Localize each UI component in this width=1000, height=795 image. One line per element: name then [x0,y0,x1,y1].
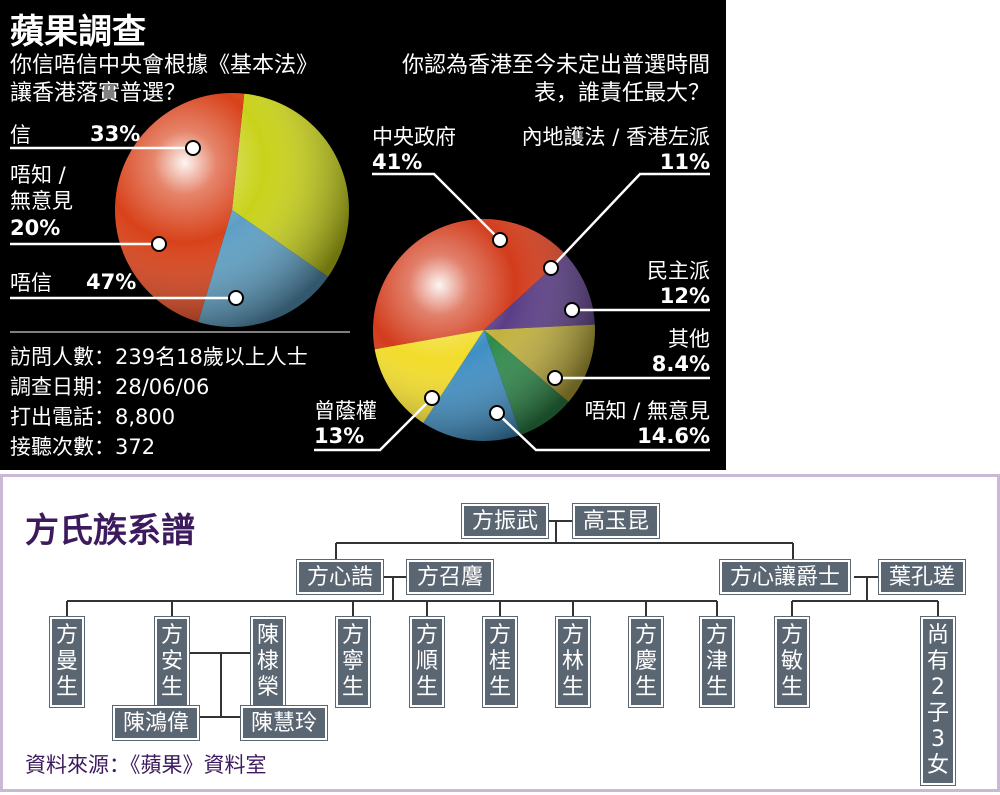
family-tree-lines [66,520,939,718]
member-son-2-wife: 葉孔瑳 [877,559,967,595]
pie2-label-tsang: 曾蔭權 [314,399,377,423]
pie-outline [371,217,597,443]
member-grandchild-spouse: 陳棣榮 [250,616,286,708]
member-patriarch-wife: 高玉昆 [571,503,661,539]
pie1-value-disbelieve: 47% [86,270,137,294]
member-grandchild: 方曼生 [49,616,85,708]
label-dot [424,390,440,406]
member-son-1: 方心誥 [295,559,385,595]
pie2-label-central-gov: 中央政府 [372,125,456,149]
pie2-value-unsure: 14.6% [637,424,710,448]
pie2-label-others: 其他 [668,327,710,351]
member-grandchild: 方敏生 [774,616,810,708]
leader-line [314,397,433,452]
member-son-2: 方心讓爵士 [718,559,852,595]
member-great-grandchild: 陳鴻偉 [111,705,201,741]
member-grandchild: 方順生 [409,616,445,708]
pie1-value-unsure: 20% [10,216,61,240]
label-dot [564,302,580,318]
label-dot [547,370,563,386]
source-note: 資料來源：《蘋果》資料室 [25,753,267,777]
pie2-value-tsang: 13% [314,424,365,448]
pie-outline [113,91,351,329]
stat-date: 調查日期：28/06/06 [10,375,210,399]
member-grandchild: 方寧生 [335,616,371,708]
member-grandchild: 方林生 [555,616,591,708]
label-dot [228,290,244,306]
pie2-label-democrats: 民主派 [647,259,710,283]
pie1-label-believe: 信 [10,123,31,147]
leader-line [550,172,710,269]
pie2-value-central-gov: 41% [372,150,423,174]
pie1-label-unsure-line-1: 唔知 / [10,163,66,187]
stat-respondents: 訪問人數：239名18歲以上人士 [10,345,308,369]
label-dot [151,236,167,252]
label-dot [492,232,508,248]
family-tree-panel: 方氏族系譜 方振武 高玉昆 方心誥 方召麐 方心讓爵士 葉孔瑳 方曼生 方安生 … [0,474,1000,792]
pie2-value-pro-beijing: 11% [659,150,710,174]
label-dot [185,140,201,156]
pie-shading [372,218,596,442]
member-grandchild: 方桂生 [482,616,518,708]
label-dot [489,405,505,421]
pie1-label-unsure-line-2: 無意見 [10,189,73,213]
member-son-1-wife: 方召麐 [405,559,495,595]
left-question-line-1: 你信唔信中央會根據《基本法》 [10,53,319,78]
survey-panel: 蘋果調查 你信唔信中央會根據《基本法》 讓香港落實普選？ 你認為香港至今未定出普… [0,0,726,470]
leader-line [496,412,710,452]
left-question-line-2: 讓香港落實普選？ [10,81,187,106]
member-great-grandchild: 陳慧玲 [239,705,329,741]
right-question-line-2: 表，誰責任最大？ [533,81,710,106]
survey-graphics [10,91,710,452]
pie-chart-responsibility [371,217,597,443]
pie1-label-disbelieve: 唔信 [10,271,52,295]
family-tree-title: 方氏族系譜 [25,511,195,551]
member-grandchild-others: 尚有2子3女 [920,616,956,786]
stat-answered: 接聽次數：372 [10,435,156,459]
survey-title: 蘋果調查 [10,12,146,52]
member-grandchild: 方津生 [699,616,735,708]
pie2-label-pro-beijing: 內地護法 / 香港左派 [521,125,710,149]
pie2-value-democrats: 12% [659,284,710,308]
pie1-value-believe: 33% [90,122,141,146]
right-question-line-1: 你認為香港至今未定出普選時間 [401,53,710,78]
member-grandchild: 方安生 [154,616,190,708]
leader-line [372,172,501,241]
member-patriarch: 方振武 [460,503,550,539]
pie2-label-unsure: 唔知 / 無意見 [584,399,710,423]
stat-calls: 打出電話：8,800 [10,405,176,429]
pie-shading [114,92,350,328]
label-dot [543,260,559,276]
member-grandchild: 方慶生 [628,616,664,708]
pie2-value-others: 8.4% [651,352,710,376]
